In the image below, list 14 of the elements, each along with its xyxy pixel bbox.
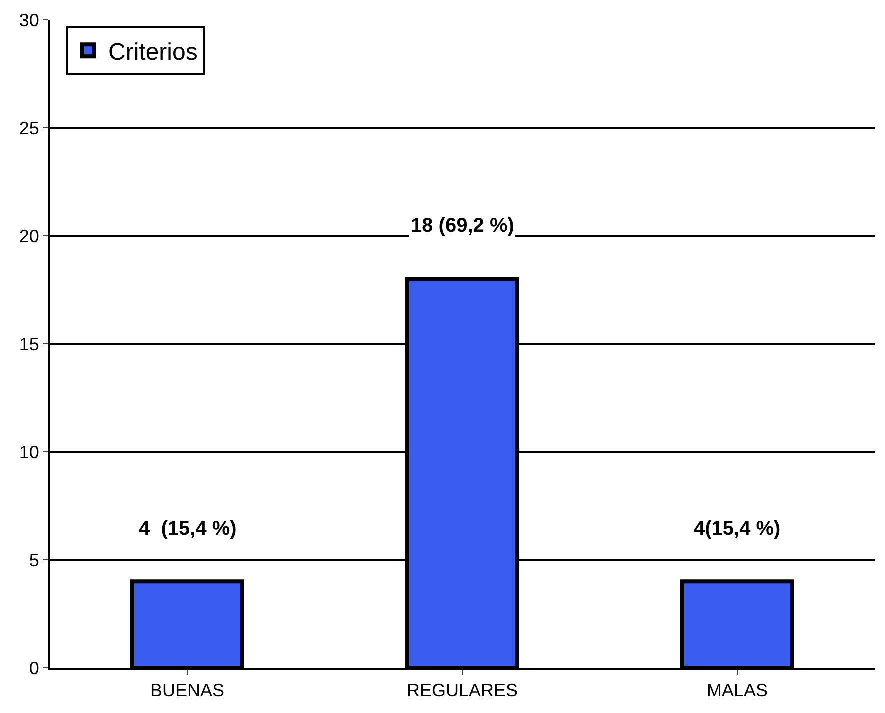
legend-label: Criterios	[108, 38, 198, 66]
data-label: 4(15,4 %)	[694, 518, 781, 540]
data-label: 4 (15,4 %)	[139, 518, 237, 540]
x-tick-label: BUENAS	[150, 680, 225, 701]
x-tick-label: REGULARES	[406, 680, 518, 701]
y-tick-label: 30	[19, 10, 40, 30]
y-tick-label: 0	[29, 658, 40, 678]
x-tick-label: MALAS	[706, 680, 768, 701]
y-tick-label: 25	[19, 118, 40, 138]
y-tick-label: 10	[19, 442, 40, 462]
data-label: 18 (69,2 %)	[411, 215, 514, 237]
y-tick-label: 5	[29, 550, 40, 570]
y-tick-label: 15	[19, 334, 40, 354]
y-tick-label: 20	[19, 226, 40, 246]
